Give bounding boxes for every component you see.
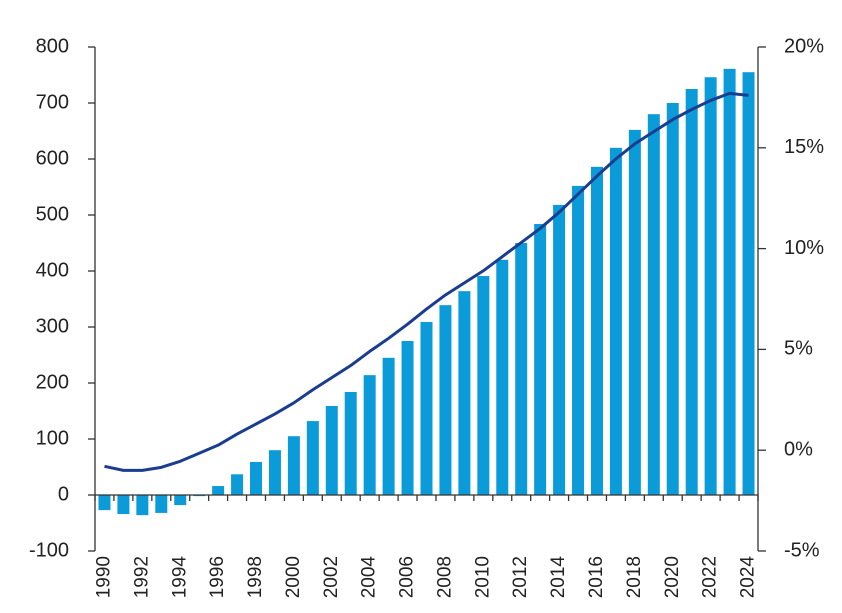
x-tick-label: 2006 — [397, 556, 418, 598]
bar — [685, 89, 698, 495]
x-tick-label: 2000 — [283, 556, 304, 598]
y2-tick-label: 10% — [784, 237, 824, 259]
y2-tick-label: 0% — [784, 438, 813, 460]
x-tick-label: 1998 — [245, 556, 266, 598]
y2-tick-label: 20% — [784, 35, 824, 57]
bar — [136, 495, 149, 516]
y-tick-label: 300 — [36, 315, 69, 337]
x-tick-label: 2004 — [359, 556, 380, 599]
bar — [325, 405, 338, 495]
x-tick-label: 2018 — [624, 556, 645, 598]
bar — [287, 436, 300, 495]
y-tick-label: 700 — [36, 91, 69, 113]
bar — [155, 495, 168, 513]
bar — [382, 357, 395, 495]
y2-tick-label: 5% — [784, 338, 813, 360]
x-tick-label: 2022 — [700, 556, 721, 598]
x-tick-label: 2020 — [662, 556, 683, 598]
x-tick-label: 1992 — [131, 556, 152, 598]
bar — [723, 68, 736, 495]
line — [104, 91, 749, 472]
bar — [420, 321, 433, 495]
bar — [174, 495, 187, 506]
bar — [231, 474, 244, 495]
y-tick-label: 600 — [36, 147, 69, 169]
x-tick-label: 1990 — [93, 556, 114, 598]
x-tick-label: 2012 — [510, 556, 531, 598]
bar — [250, 461, 263, 495]
bar — [439, 305, 452, 495]
bar — [553, 204, 566, 496]
bar — [496, 259, 509, 495]
bar — [666, 103, 679, 495]
x-tick-label: 2024 — [738, 556, 759, 599]
bar — [117, 495, 130, 515]
y-tick-label: 800 — [36, 35, 69, 57]
y-tick-label: 400 — [36, 259, 69, 281]
bar — [363, 375, 376, 495]
bar — [458, 291, 471, 495]
y-tick-label: 0 — [58, 483, 69, 505]
y-tick-label: 200 — [36, 371, 69, 393]
bar — [704, 77, 717, 496]
y2-tick-label: 15% — [784, 136, 824, 158]
x-tick-label: 2002 — [321, 556, 342, 598]
y-tick-label: 100 — [36, 427, 69, 449]
bar — [306, 421, 319, 495]
bar — [534, 223, 547, 495]
bar — [477, 276, 490, 495]
bar — [628, 129, 641, 495]
bar — [742, 72, 755, 495]
y2-tick-label: -5% — [784, 539, 820, 561]
x-tick-label: 1996 — [207, 556, 228, 598]
bar — [515, 243, 528, 495]
bar — [98, 495, 111, 511]
x-tick-label: 1994 — [169, 556, 190, 599]
bar — [647, 114, 660, 495]
bar — [212, 486, 225, 495]
bar — [590, 166, 603, 495]
bar — [401, 341, 414, 495]
y-tick-label: -100 — [29, 539, 69, 561]
bar — [344, 391, 357, 495]
bar — [572, 185, 585, 495]
x-tick-label: 2010 — [472, 556, 493, 598]
bar — [609, 147, 622, 496]
x-tick-label: 2008 — [434, 556, 455, 598]
bar — [268, 450, 281, 495]
x-tick-label: 2014 — [548, 556, 569, 599]
y-tick-label: 500 — [36, 203, 69, 225]
x-tick-label: 2016 — [586, 556, 607, 598]
